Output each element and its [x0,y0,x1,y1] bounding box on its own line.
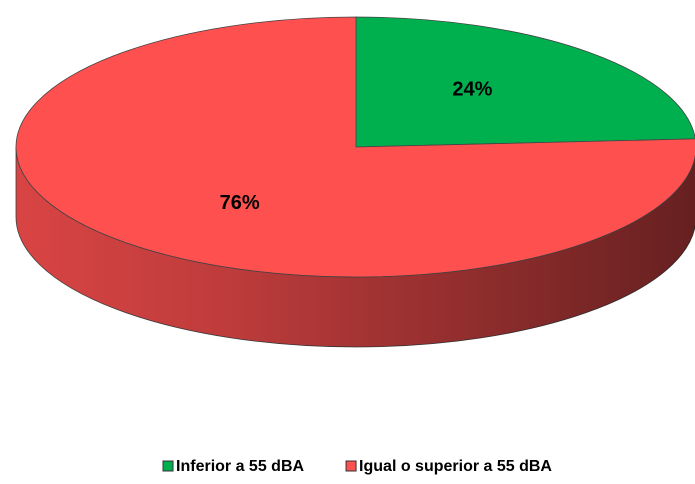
slice-side-shade [16,147,695,347]
pie-top [15,16,695,278]
value-labels: 24% 76% [220,78,493,214]
slice [15,16,695,278]
legend-label: Igual o superior a 55 dBA [359,458,552,475]
legend-swatch [162,460,174,472]
slice [355,16,695,148]
legend-label: Inferior a 55 dBA [176,458,304,475]
legend-swatch [345,460,357,472]
value-label: 24% [452,78,492,100]
legend-item: Inferior a 55 dBA [162,458,304,475]
value-label: 76% [220,192,260,214]
legend: Inferior a 55 dBA Igual o superior a 55 d… [162,458,552,475]
legend-item: Igual o superior a 55 dBA [345,458,552,475]
